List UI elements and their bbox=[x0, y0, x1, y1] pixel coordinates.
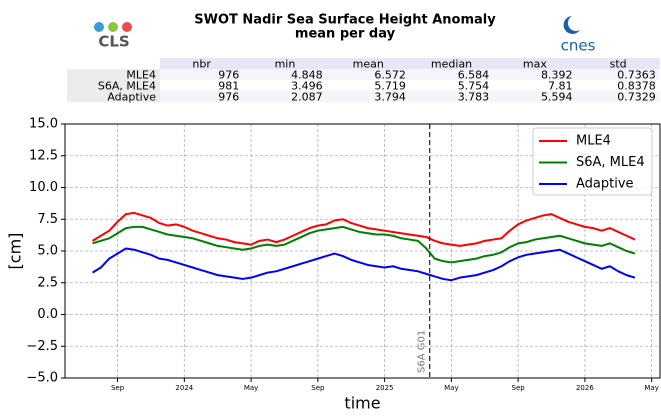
legend-label: S6A, MLE4 bbox=[576, 155, 645, 170]
x-tick-label: Sep bbox=[311, 384, 325, 392]
column-header: median bbox=[431, 58, 472, 71]
table-cell: 5.754 bbox=[458, 80, 490, 93]
table-cell: 0.7329 bbox=[617, 91, 656, 104]
x-tick-label: May bbox=[444, 384, 458, 392]
table-cell: 6.572 bbox=[374, 69, 406, 82]
table-cell: 976 bbox=[218, 91, 239, 104]
table-cell: 0.7363 bbox=[617, 69, 656, 82]
table-cell: 8.392 bbox=[541, 69, 573, 82]
row-label: S6A, MLE4 bbox=[98, 80, 156, 93]
x-tick-label: Sep bbox=[512, 384, 526, 392]
column-header: std bbox=[610, 58, 627, 71]
header-bg bbox=[160, 58, 660, 69]
row-bg bbox=[160, 91, 660, 102]
x-tick-label: 2026 bbox=[576, 384, 594, 392]
logo-text: cnes bbox=[561, 37, 596, 55]
x-tick-label: 2025 bbox=[376, 384, 394, 392]
y-tick-label: 12.5 bbox=[29, 148, 58, 163]
row-bg bbox=[67, 80, 160, 91]
x-tick-label: 2024 bbox=[175, 384, 193, 392]
plot: −5.0 −2.5 0.0 2.5 5.0 7.5 10.0 12.5 15.0 Sep 2024 M… bbox=[6, 117, 661, 413]
row-bg bbox=[67, 91, 160, 102]
chart-title: SWOT Nadir Sea Surface Height Anomaly bbox=[194, 13, 496, 28]
y-tick-label: −5.0 bbox=[26, 371, 58, 386]
table-cell: 3.783 bbox=[458, 91, 490, 104]
row-label: Adaptive bbox=[107, 91, 156, 104]
row-bg bbox=[160, 69, 660, 80]
event-label: S6A G01 bbox=[417, 330, 428, 373]
table-cell: 5.594 bbox=[541, 91, 573, 104]
logo-text: CLS bbox=[98, 33, 129, 51]
logo-cnes: cnes bbox=[561, 16, 596, 55]
table-cell: 7.81 bbox=[548, 80, 573, 93]
row-bg bbox=[160, 80, 660, 91]
table-cell: 3.794 bbox=[374, 91, 406, 104]
column-header: max bbox=[523, 58, 547, 71]
table-cell: 2.087 bbox=[291, 91, 323, 104]
x-tick-label: May bbox=[644, 384, 658, 392]
row-bg bbox=[67, 69, 160, 80]
table-cell: 5.719 bbox=[374, 80, 406, 93]
table-cell: 4.848 bbox=[291, 69, 323, 82]
series-line bbox=[92, 225, 636, 264]
y-tick-label: 15.0 bbox=[29, 117, 58, 132]
stats-table: nbr min mean median max std MLE4 976 4.848 6.572 6… bbox=[67, 58, 660, 104]
legend-box bbox=[532, 127, 653, 196]
table-cell: 6.584 bbox=[458, 69, 490, 82]
legend-label: MLE4 bbox=[576, 134, 611, 149]
column-header: mean bbox=[353, 58, 384, 71]
x-axis-label: time bbox=[344, 394, 380, 413]
x-tick-label: Sep bbox=[111, 384, 125, 392]
y-tick-label: 0.0 bbox=[37, 307, 58, 322]
y-tick-label: −2.5 bbox=[26, 339, 58, 354]
series-line bbox=[92, 247, 636, 282]
x-tick-label: May bbox=[244, 384, 258, 392]
table-cell: 981 bbox=[218, 80, 239, 93]
table-cell: 0.8378 bbox=[617, 80, 656, 93]
y-tick-label: 2.5 bbox=[37, 275, 58, 290]
column-header: min bbox=[275, 58, 296, 71]
plot-frame bbox=[64, 123, 661, 379]
table-cell: 3.496 bbox=[291, 80, 323, 93]
y-tick-label: 10.0 bbox=[29, 180, 58, 195]
chart-subtitle: mean per day bbox=[295, 27, 396, 42]
series-line bbox=[92, 211, 636, 247]
y-tick-label: 7.5 bbox=[37, 212, 58, 227]
y-axis-label: [cm] bbox=[6, 233, 25, 270]
table-cell: 976 bbox=[218, 69, 239, 82]
legend-label: Adaptive bbox=[576, 177, 634, 192]
y-tick-label: 5.0 bbox=[37, 244, 58, 259]
logo-cls: CLS bbox=[94, 22, 132, 51]
row-label: MLE4 bbox=[126, 69, 156, 82]
column-header: nbr bbox=[192, 58, 211, 71]
